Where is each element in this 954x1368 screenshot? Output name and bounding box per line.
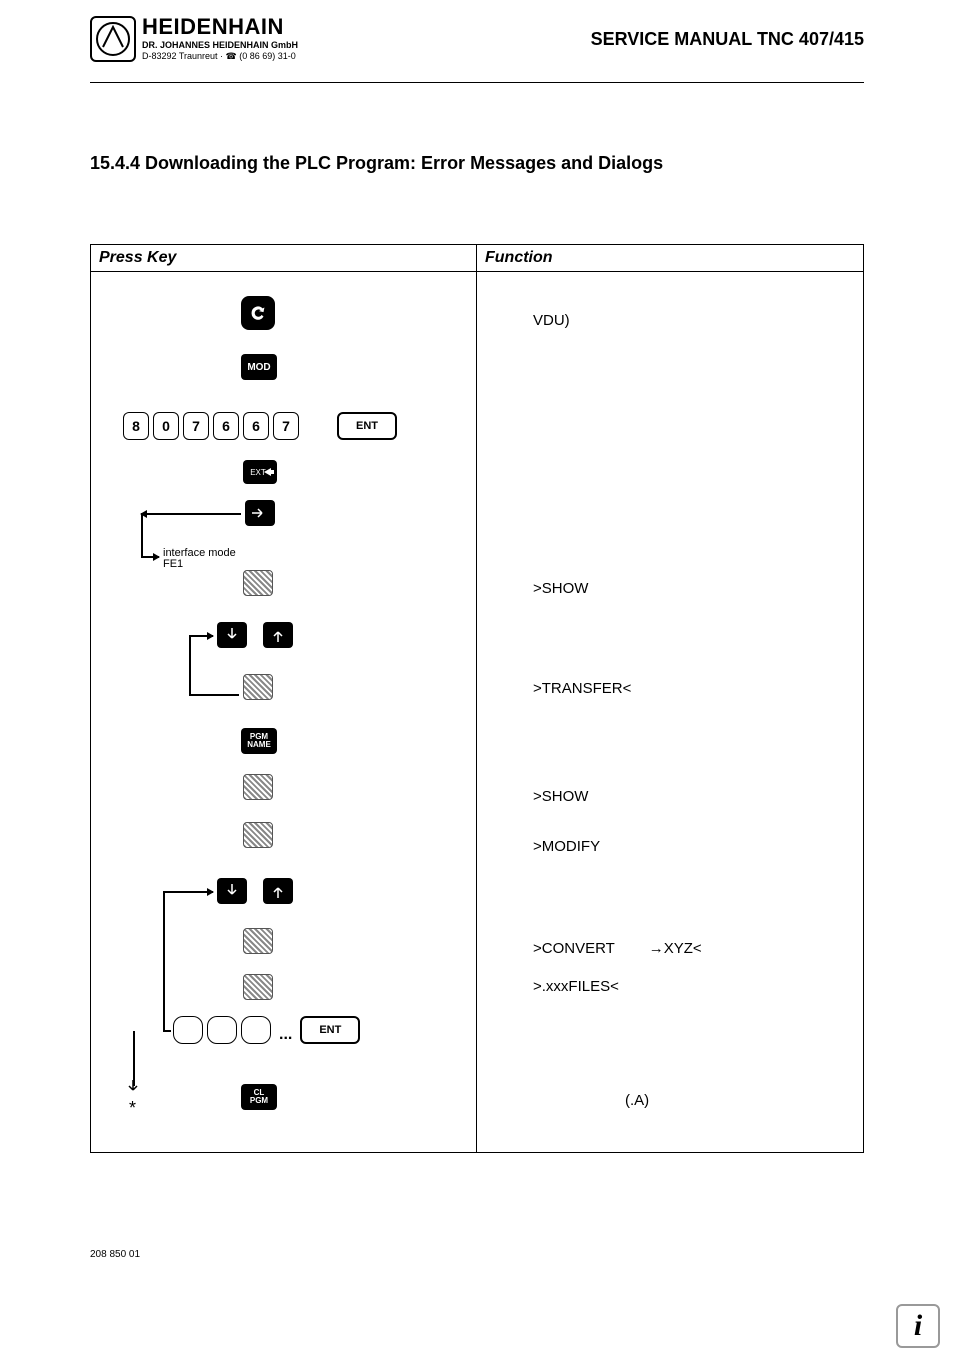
ellipsis: ... xyxy=(275,1026,296,1044)
arrow-up-key xyxy=(263,622,293,648)
doc-number: 208 850 01 xyxy=(90,1249,140,1260)
flow-line xyxy=(141,513,143,557)
digit-key: 6 xyxy=(213,412,239,440)
mod-key: MOD xyxy=(241,354,277,380)
logo-mark xyxy=(90,16,136,62)
company-addr: D-83292 Traunreut · ☎ (0 86 69) 31-0 xyxy=(142,51,298,62)
header-rule xyxy=(90,82,864,83)
pgm-name-key: PGM NAME xyxy=(241,728,277,754)
cycle-key xyxy=(241,296,275,330)
softkey xyxy=(243,570,273,596)
ent-key: ENT xyxy=(300,1016,360,1044)
digit-key: 7 xyxy=(183,412,209,440)
arrow-up-key xyxy=(263,878,293,904)
ent-key: ENT xyxy=(337,412,397,440)
main-table: Press Key Function MOD 8 0 7 6 6 7 ENT xyxy=(90,244,864,1153)
digit-key: 7 xyxy=(273,412,299,440)
logo-block: HEIDENHAIN DR. JOHANNES HEIDENHAIN GmbH … xyxy=(90,16,298,62)
ext-key: EXT xyxy=(243,460,277,484)
cl-pgm-key: CL PGM xyxy=(241,1084,277,1110)
company-sub: DR. JOHANNES HEIDENHAIN GmbH xyxy=(142,40,298,50)
arrow-keys-row xyxy=(217,878,293,904)
func-text: >CONVERT →XYZ< xyxy=(533,940,702,957)
keys-column: MOD 8 0 7 6 6 7 ENT EXT xyxy=(91,272,477,1152)
digit-key: 6 xyxy=(243,412,269,440)
info-icon: i xyxy=(896,1304,940,1348)
th-press-key: Press Key xyxy=(91,245,477,271)
blank-key xyxy=(173,1016,203,1044)
table-body: MOD 8 0 7 6 6 7 ENT EXT xyxy=(91,272,863,1152)
blank-key xyxy=(241,1016,271,1044)
arrow-down-key xyxy=(217,622,247,648)
func-text: >SHOW xyxy=(533,580,588,597)
interface-mode-label: interface mode FE1 xyxy=(163,548,236,570)
flow-line xyxy=(189,694,239,696)
arrow-down-icon xyxy=(126,1080,140,1094)
func-text: >SHOW xyxy=(533,788,588,805)
arrow-right-key xyxy=(245,500,275,526)
func-text: (.A) xyxy=(625,1092,649,1109)
softkey xyxy=(243,822,273,848)
function-column: VDU) >SHOW >TRANSFER< >SHOW >MODIFY >CON… xyxy=(477,272,863,1152)
func-text: VDU) xyxy=(533,312,570,329)
softkey xyxy=(243,928,273,954)
flow-line xyxy=(133,1031,135,1086)
name-entry-row: ... ENT xyxy=(173,1016,360,1044)
star-marker: * xyxy=(129,1098,136,1119)
func-text: >.xxxFILES< xyxy=(533,978,619,995)
flow-line xyxy=(163,891,213,893)
flow-line xyxy=(189,635,213,637)
flow-line xyxy=(163,891,165,1031)
flow-line xyxy=(141,556,159,558)
arrow-down-key xyxy=(217,878,247,904)
section-title: 15.4.4 Downloading the PLC Program: Erro… xyxy=(90,153,864,174)
arrow-keys-row xyxy=(217,622,293,648)
digit-key: 8 xyxy=(123,412,149,440)
flow-line xyxy=(189,635,191,695)
blank-key xyxy=(207,1016,237,1044)
manual-title: SERVICE MANUAL TNC 407/415 xyxy=(591,29,864,50)
flow-line xyxy=(163,1030,171,1032)
softkey xyxy=(243,674,273,700)
brand-name: HEIDENHAIN xyxy=(142,16,298,38)
flow-line xyxy=(141,513,241,515)
softkey xyxy=(243,974,273,1000)
page-header: HEIDENHAIN DR. JOHANNES HEIDENHAIN GmbH … xyxy=(0,0,954,62)
logo-text: HEIDENHAIN DR. JOHANNES HEIDENHAIN GmbH … xyxy=(142,16,298,62)
func-text: >TRANSFER< xyxy=(533,680,631,697)
code-row: 8 0 7 6 6 7 ENT xyxy=(123,412,397,440)
digit-key: 0 xyxy=(153,412,179,440)
table-head: Press Key Function xyxy=(91,245,863,272)
func-text: >MODIFY xyxy=(533,838,600,855)
th-function: Function xyxy=(477,245,863,271)
softkey xyxy=(243,774,273,800)
